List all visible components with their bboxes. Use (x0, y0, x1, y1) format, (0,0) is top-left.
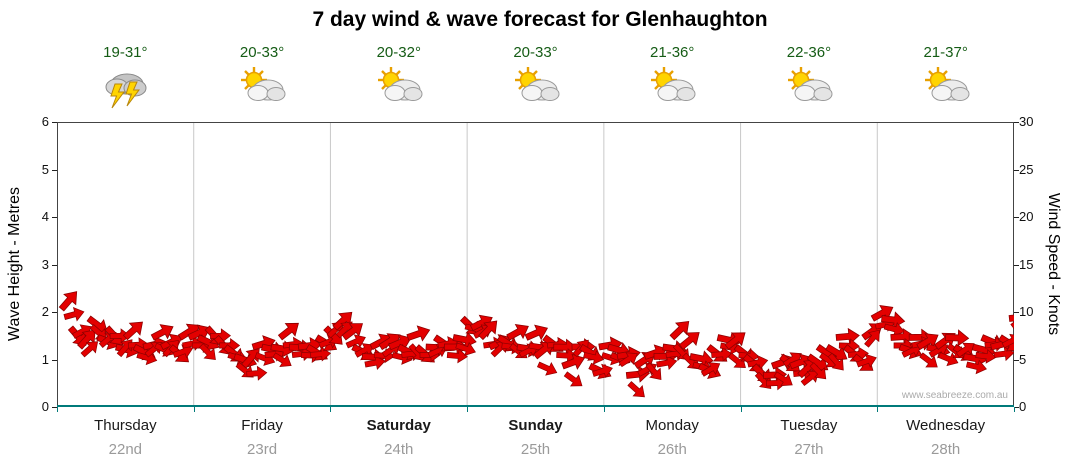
tick-mark-right (1014, 359, 1019, 361)
sun-cloud-icon-svg (241, 67, 286, 101)
y-tick-left: 2 (41, 304, 49, 319)
sun-cloud-icon (234, 64, 290, 117)
y-tick-left: 6 (41, 114, 49, 129)
tick-mark-bottom (467, 407, 469, 412)
tick-mark-left (52, 264, 57, 266)
y-tick-right: 10 (1019, 304, 1034, 319)
y-tick-right: 20 (1019, 209, 1034, 224)
chart-title: 7 day wind & wave forecast for Glenhaugh… (312, 8, 768, 31)
day-name-label: Thursday (94, 417, 157, 434)
tick-mark-bottom (57, 407, 58, 412)
sun-cloud-icon-svg (651, 67, 696, 101)
wind-arrows-svg (57, 122, 1033, 407)
day-name-label: Monday (645, 417, 699, 434)
day-name-label: Tuesday (780, 417, 838, 434)
sun-cloud-icon (918, 64, 974, 117)
tick-mark-bottom (1014, 407, 1015, 412)
tick-mark-right (1014, 264, 1019, 266)
day-date-label: 24th (384, 441, 414, 458)
tick-mark-right (1014, 122, 1019, 123)
day-date-label: 23rd (247, 441, 278, 458)
y-tick-right: 30 (1019, 114, 1034, 129)
y-tick-right: 0 (1019, 399, 1027, 414)
day-name-label: Sunday (508, 417, 563, 434)
sun-cloud-icon-svg (377, 67, 423, 101)
tick-mark-right (1014, 217, 1019, 218)
temperature-label: 20-32° (376, 44, 421, 61)
day-name-label: Saturday (366, 417, 431, 434)
tick-mark-bottom (603, 407, 605, 412)
tick-mark-bottom (193, 407, 195, 412)
day-date-label: 27th (794, 441, 824, 458)
y-tick-left: 0 (41, 399, 49, 414)
sun-cloud-icon (781, 64, 837, 117)
y-tick-left: 3 (41, 256, 49, 272)
day-name-label: Wednesday (906, 417, 986, 434)
sun-cloud-icon-svg (787, 67, 833, 101)
temperature-label: 21-36° (650, 44, 695, 61)
tick-mark-bottom (740, 407, 742, 412)
sun-cloud-icon (508, 64, 564, 117)
tick-mark-left (52, 312, 57, 313)
tick-mark-left (52, 122, 57, 123)
wind-arrow-series (58, 291, 1033, 398)
sun-cloud-icon-svg (514, 67, 559, 101)
day-name-label: Friday (241, 417, 283, 434)
temperature-label: 22-36° (786, 44, 832, 61)
sun-cloud-icon (644, 64, 700, 117)
tick-mark-left (52, 169, 57, 171)
temperature-label: 20-33° (239, 44, 285, 61)
tick-mark-bottom (877, 407, 879, 412)
storm-icon-svg (105, 73, 147, 109)
storm-icon (97, 64, 153, 117)
y-tick-right: 15 (1019, 256, 1034, 272)
day-date-label: 25th (520, 441, 551, 458)
y-tick-left: 5 (41, 161, 49, 177)
day-date-label: 22nd (108, 441, 143, 458)
tick-mark-left (52, 359, 57, 361)
y-tick-left: 4 (41, 209, 49, 224)
tick-mark-right (1014, 312, 1019, 313)
tick-mark-right (1014, 407, 1019, 408)
watermark: www.seabreeze.com.au (901, 390, 1008, 401)
tick-mark-left (52, 407, 57, 408)
y-tick-right: 5 (1019, 351, 1027, 367)
plot-area (57, 122, 1033, 407)
temperature-label: 20-33° (513, 44, 558, 61)
day-date-label: 26th (657, 441, 687, 458)
tick-mark-right (1014, 169, 1019, 171)
tick-mark-left (52, 217, 57, 218)
temperature-label: 19-31° (103, 44, 148, 61)
y-tick-right: 25 (1019, 161, 1034, 177)
sun-cloud-icon (371, 64, 427, 117)
y-tick-left: 1 (41, 351, 49, 367)
tick-mark-bottom (330, 407, 332, 412)
sun-cloud-icon-svg (924, 67, 970, 101)
day-date-label: 28th (931, 441, 961, 458)
temperature-label: 21-37° (923, 44, 968, 61)
